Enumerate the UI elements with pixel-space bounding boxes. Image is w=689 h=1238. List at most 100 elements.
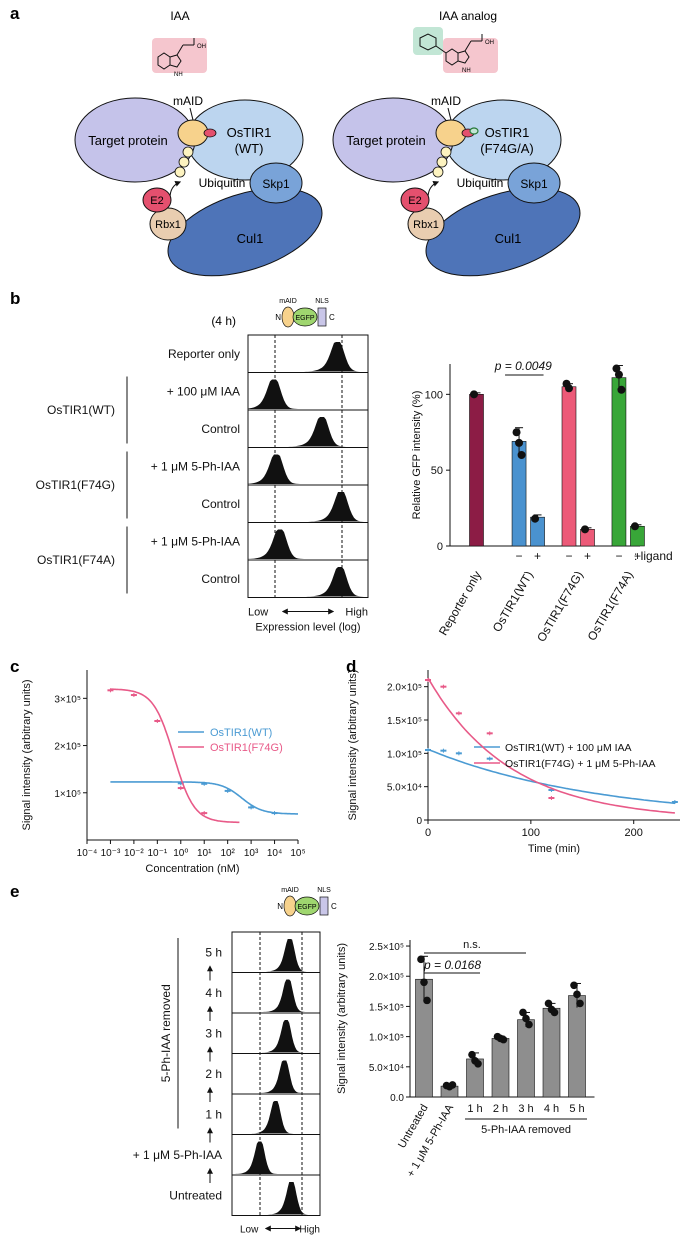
construct-egfp-label: EGFP xyxy=(295,315,314,322)
histogram-trace xyxy=(232,979,320,1012)
x-axis-label: Time (min) xyxy=(528,843,580,855)
data-point xyxy=(417,955,425,964)
construct-n-label: N xyxy=(275,313,281,322)
bar xyxy=(469,394,484,547)
y-tick-label: 100 xyxy=(425,389,443,401)
data-point xyxy=(573,990,581,999)
y-tick-label: 1×10⁵ xyxy=(54,789,81,800)
bar xyxy=(611,377,627,547)
maid-pointer xyxy=(189,107,194,121)
fit-curve xyxy=(110,781,298,815)
e2-label: E2 xyxy=(150,195,163,207)
bar xyxy=(491,1038,510,1098)
y-tick-label: 2.0×10⁵ xyxy=(387,683,422,694)
bar xyxy=(561,386,577,547)
iaa-analog-molecule-icon xyxy=(419,33,483,66)
maid-label: mAID xyxy=(173,94,203,108)
data-point xyxy=(570,981,578,990)
ns-label: n.s. xyxy=(463,939,481,951)
phenyl-bound-shape xyxy=(469,127,479,135)
data-point xyxy=(512,428,521,437)
phenyl-highlight xyxy=(413,27,443,55)
panel-d-plot: 0 5.0×10⁴ 1.0×10⁵ 1.5×10⁵ 2.0×10⁵ 0 100 200 Time… xyxy=(347,669,680,855)
group-label: OsTIR1(F74G) xyxy=(36,478,115,492)
histogram-trace xyxy=(232,1020,320,1053)
x-tick-label: 200 xyxy=(625,827,643,839)
y-tick-label: 1.5×10⁵ xyxy=(369,1002,404,1013)
y-tick-label: 2.0×10⁵ xyxy=(369,972,404,983)
data-point xyxy=(525,1020,533,1029)
data-point xyxy=(576,999,584,1008)
data-point xyxy=(470,390,478,399)
ubiquitin-arrow xyxy=(169,181,182,199)
e2-shape xyxy=(400,187,430,213)
data-point xyxy=(515,438,524,447)
category-label: 2 h xyxy=(493,1103,508,1115)
ostir1-variant-label: (WT) xyxy=(235,141,264,156)
ligand-bound-shape xyxy=(203,128,217,138)
data-point xyxy=(522,1014,530,1023)
y-tick-label: 0 xyxy=(437,541,443,553)
x-tick-label: 10⁰ xyxy=(173,848,188,859)
y-tick-label: 1.0×10⁵ xyxy=(369,1033,404,1044)
category-label: OsTIR1(F74G) xyxy=(534,568,586,644)
p-value: p = 0.0049 xyxy=(494,359,552,373)
cul1-label: Cul1 xyxy=(495,231,522,246)
y-tick-label: 0.0 xyxy=(390,1093,404,1104)
x-tick-label: 10⁵ xyxy=(290,848,305,859)
condition-label: Control xyxy=(201,497,240,511)
y-tick-label: 5.0×10⁴ xyxy=(369,1063,404,1074)
rbx1-label: Rbx1 xyxy=(413,219,439,231)
fit-curve xyxy=(427,677,675,814)
ubiquitin-label: Ubiquitin xyxy=(457,176,504,190)
ligand-label-analog: IAA analog xyxy=(439,9,497,23)
x-tick-label: 0 xyxy=(425,827,431,839)
y-tick-label: 1.5×10⁵ xyxy=(387,716,422,727)
ubiquitin-arrow xyxy=(427,181,440,199)
ostir1-label: OsTIR1 xyxy=(227,125,272,140)
fit-curve xyxy=(110,688,240,824)
analog-nh-label: NH xyxy=(462,68,471,74)
x-axis-label: Expression level (log) xyxy=(255,622,360,634)
construct-c-label: C xyxy=(331,902,337,911)
bar xyxy=(542,1007,561,1098)
row-label: 4 h xyxy=(205,986,222,1000)
y-tick-label: 2×10⁵ xyxy=(54,742,81,753)
x-tick-label: 10² xyxy=(220,848,235,859)
ligand-sign: + xyxy=(634,549,641,563)
x-tick-label: 100 xyxy=(522,827,540,839)
panel-a-left: IAA OH NH mAID OsTIR1 (WT) Target protei… xyxy=(74,9,323,277)
construct-nls-label: NLS xyxy=(315,298,329,305)
x-axis-low-label: Low xyxy=(240,1225,259,1236)
condition-label: Control xyxy=(201,572,240,586)
maid-pointer xyxy=(447,107,452,121)
e2-shape xyxy=(142,187,172,213)
construct-egfp-label: EGFP xyxy=(297,904,316,911)
removed-label: 5-Ph-IAA removed xyxy=(159,984,173,1082)
x-tick-label: 10⁻⁴ xyxy=(77,848,98,859)
histogram-frame xyxy=(231,1174,321,1216)
iaa-oh-label: OH xyxy=(197,44,206,50)
construct-nls-label: NLS xyxy=(317,887,331,894)
panel-c-plot: 1×10⁵ 2×10⁵ 3×10⁵ 10⁻⁴ 10⁻³ 10⁻² 10⁻¹ 10⁰ 10¹ 10²… xyxy=(21,670,306,875)
histogram-trace xyxy=(232,939,320,972)
panel-label-a: a xyxy=(10,4,20,23)
target-protein-label: Target protein xyxy=(88,133,168,148)
maid-shape xyxy=(177,119,209,147)
fit-curve xyxy=(427,748,675,805)
maid-label: mAID xyxy=(431,94,461,108)
histogram-trace xyxy=(232,1182,320,1215)
ubiquitin-bead xyxy=(432,166,444,178)
data-point xyxy=(519,1008,527,1017)
data-point xyxy=(474,1059,482,1068)
ubiquitin-bead xyxy=(440,146,452,158)
construct-c-label: C xyxy=(329,313,335,322)
condition-label: + 1 μM 5-Ph-IAA xyxy=(151,459,240,473)
data-point xyxy=(614,370,623,379)
x-tick-label: 10⁻² xyxy=(124,848,144,859)
iaa-molecule-icon xyxy=(157,38,195,70)
construct-nls-shape xyxy=(317,307,327,327)
histogram-frame xyxy=(231,972,321,1014)
bar xyxy=(517,1019,535,1098)
